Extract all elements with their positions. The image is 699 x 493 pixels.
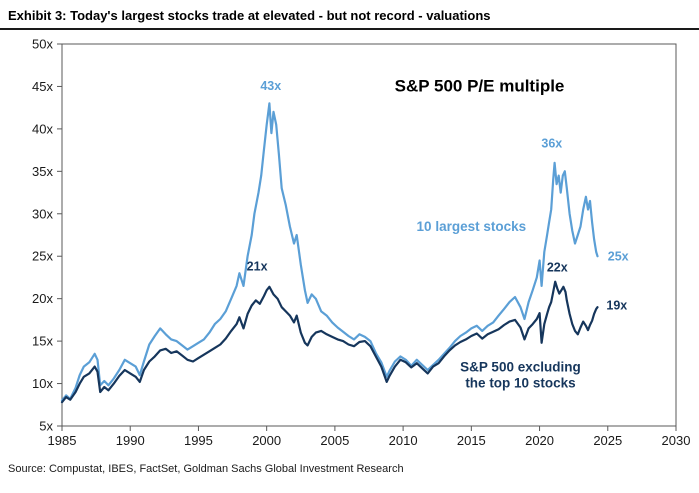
chart-annotation: S&P 500 excluding the top 10 stocks <box>460 360 581 391</box>
chart-annotation: 43x <box>260 79 281 93</box>
exhibit-header: Exhibit 3: Today's largest stocks trade … <box>0 0 699 30</box>
x-axis-label: 2030 <box>662 433 691 448</box>
chart-annotation: 10 largest stocks <box>417 219 527 234</box>
chart-area: 5x 10x 15x 20x 25x 30x 35x 40x 45x 50x 1985 1990 199… <box>0 30 699 452</box>
x-axis-label: 2020 <box>525 433 554 448</box>
y-axis-label: 10x <box>32 376 53 391</box>
y-axis-label: 20x <box>32 291 53 306</box>
chart-svg: 5x 10x 15x 20x 25x 30x 35x 40x 45x 50x 1985 1990 199… <box>32 37 691 449</box>
series-line-0 <box>60 102 599 402</box>
y-axis-label: 50x <box>32 37 53 52</box>
exhibit-title: Exhibit 3: Today's largest stocks trade … <box>8 8 491 23</box>
exhibit-footer: Source: Compustat, IBES, FactSet, Goldma… <box>0 452 699 477</box>
y-axis-label: 40x <box>32 121 53 136</box>
y-axis-label: 35x <box>32 164 53 179</box>
x-axis-label: 2000 <box>252 433 281 448</box>
x-axis-label: 1990 <box>116 433 145 448</box>
y-axis-label: 25x <box>32 249 53 264</box>
x-axis-label: 2025 <box>593 433 622 448</box>
chart-annotation: 21x <box>247 260 268 274</box>
x-axis-label: 1985 <box>48 433 77 448</box>
x-axis-label: 2005 <box>320 433 349 448</box>
x-axis-label: 2010 <box>389 433 418 448</box>
plot-border <box>61 43 677 427</box>
series-line-1 <box>60 280 599 404</box>
x-axis-label: 2015 <box>457 433 486 448</box>
chart-annotation: 25x <box>608 249 629 263</box>
x-axis-label: 1995 <box>184 433 213 448</box>
chart-annotation: 36x <box>541 137 562 151</box>
chart-annotation: S&P 500 P/E multiple <box>395 77 565 96</box>
chart-annotation: 22x <box>547 261 568 275</box>
y-axis-label: 5x <box>39 419 53 434</box>
y-axis-label: 15x <box>32 334 53 349</box>
y-axis-label: 45x <box>32 79 53 94</box>
chart-annotation: 19x <box>606 299 627 313</box>
y-axis-label: 30x <box>32 206 53 221</box>
source-note: Source: Compustat, IBES, FactSet, Goldma… <box>8 463 404 475</box>
